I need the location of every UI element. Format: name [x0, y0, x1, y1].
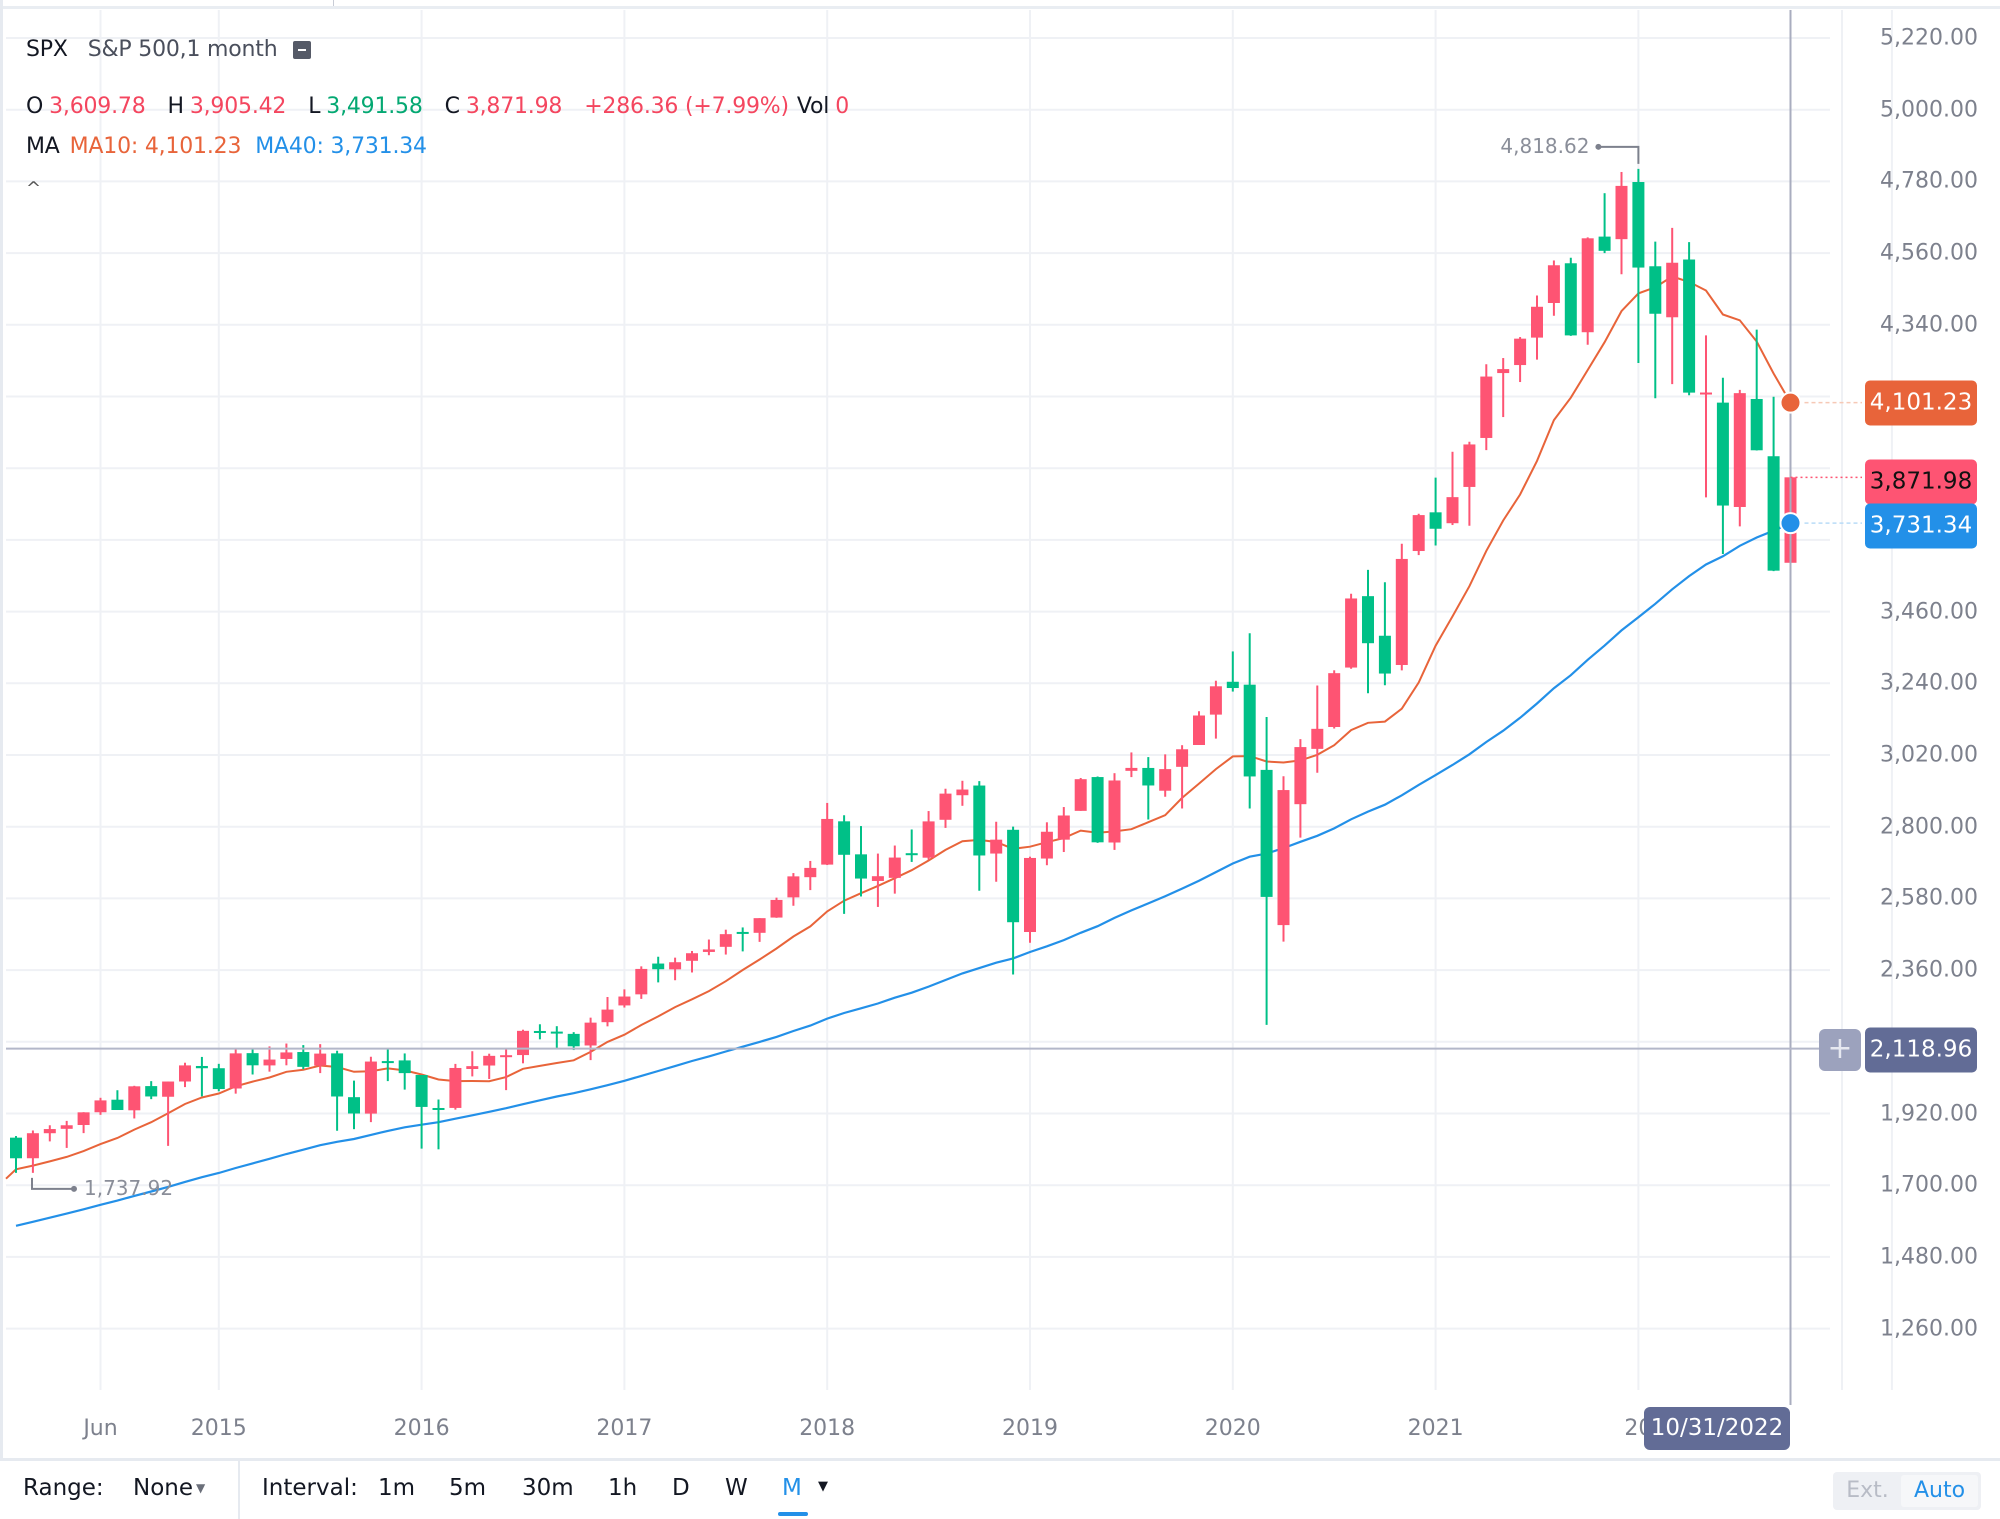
symbol-ticker: SPX: [26, 37, 68, 62]
open-label: O: [26, 94, 44, 119]
interval-w[interactable]: W: [725, 1475, 748, 1501]
price-axis-label: 5,000.00: [1880, 97, 1978, 123]
time-axis-label: 2016: [393, 1416, 450, 1441]
price-axis-label: 2,360.00: [1880, 957, 1978, 983]
range-dropdown[interactable]: None ▼: [133, 1475, 205, 1501]
price-axis-label: 5,220.00: [1880, 25, 1978, 51]
symbol-description: S&P 500,1 month: [87, 37, 278, 62]
high-label: H: [167, 94, 185, 119]
high-value: 3,905.42: [189, 94, 287, 119]
price-axis-label: 1,260.00: [1880, 1316, 1978, 1342]
volume-value: 0: [835, 94, 850, 119]
price-axis-label: 3,020.00: [1880, 742, 1978, 768]
ohlc-row: O 3,609.78 H 3,905.42 L 3,491.58 C 3,871…: [26, 87, 871, 127]
price-axis-label: 4,340.00: [1880, 312, 1978, 338]
range-label: Range:: [23, 1475, 104, 1501]
time-axis-label: 2018: [799, 1416, 856, 1441]
time-axis-label: 2021: [1407, 1416, 1464, 1441]
crosshair-price-tag: 2,118.96: [1865, 1027, 1977, 1073]
price-axis-label: 1,920.00: [1880, 1101, 1978, 1126]
ma40-price-tag: 3,731.34: [1865, 503, 1977, 549]
time-axis-label: 2017: [596, 1416, 653, 1441]
ma40-value: MA40: 3,731.34: [255, 134, 427, 159]
auto-toggle-button[interactable]: Auto: [1901, 1475, 1978, 1507]
interval-5m[interactable]: 5m: [449, 1475, 487, 1501]
price-chart-canvas[interactable]: [0, 0, 2000, 1460]
time-axis-label: Jun: [83, 1416, 118, 1441]
range-value: None: [133, 1475, 194, 1501]
close-value: 3,871.98: [465, 94, 563, 119]
price-axis-label: 1,480.00: [1880, 1244, 1978, 1270]
top-border: [0, 0, 2000, 9]
add-alert-plus-button[interactable]: +: [1819, 1029, 1861, 1071]
time-axis-label: 2015: [190, 1416, 247, 1441]
toolbar-divider: [238, 1461, 240, 1519]
ma10-price-tag: 4,101.23: [1865, 380, 1977, 426]
scale-toggle: Ext. Auto: [1833, 1472, 1981, 1510]
change-value: +286.36 (+7.99%): [584, 94, 789, 119]
time-axis-label: 2020: [1204, 1416, 1261, 1441]
price-axis-label: 4,780.00: [1880, 168, 1978, 194]
symbol-menu-icon[interactable]: [293, 41, 312, 59]
interval-label: Interval:: [262, 1475, 358, 1501]
low-label: L: [308, 94, 321, 119]
open-value: 3,609.78: [49, 94, 146, 119]
more-intervals-chevron-icon[interactable]: ▼: [818, 1479, 828, 1494]
ma-row: MA MA10: 4,101.23 MA40: 3,731.34: [26, 127, 871, 167]
time-axis-label: 2019: [1002, 1416, 1058, 1441]
price-axis-label: 2,800.00: [1880, 814, 1978, 840]
low-value: 3,491.58: [326, 94, 423, 119]
ma40-line: [15, 522, 1791, 1227]
ma-label: MA: [26, 134, 60, 159]
price-axis-label: 1,700.00: [1880, 1172, 1978, 1198]
bottom-toolbar: Range: None ▼ Interval: 1m 5m 30m 1h D W …: [0, 1458, 2000, 1519]
volume-label: Vol: [796, 94, 830, 119]
interval-1m[interactable]: 1m: [378, 1475, 416, 1501]
crosshair-date-tag: 10/31/2022: [1644, 1407, 1790, 1450]
price-axis-label: 2,580.00: [1880, 885, 1978, 911]
interval-30m[interactable]: 30m: [522, 1475, 574, 1501]
close-label: C: [444, 94, 460, 119]
interval-1h[interactable]: 1h: [608, 1475, 638, 1501]
candlesticks: [10, 168, 1797, 1173]
grid-lines: [6, 10, 1893, 1390]
active-interval-indicator: [778, 1512, 808, 1516]
max-price-annotation: 4,818.62: [1500, 133, 1590, 158]
chevron-down-icon: ▼: [196, 1481, 206, 1495]
min-price-annotation: 1,737.92: [84, 1175, 174, 1200]
collapse-legend-icon[interactable]: ^: [26, 178, 42, 199]
last-price-tag: 3,871.98: [1865, 459, 1977, 505]
ma10-line: [5, 275, 1792, 1180]
interval-m[interactable]: M: [782, 1475, 802, 1501]
ma10-value: MA10: 4,101.23: [69, 134, 242, 159]
chart-legend: SPX S&P 500,1 month O 3,609.78 H 3,905.4…: [26, 30, 871, 167]
symbol-row: SPX S&P 500,1 month: [26, 30, 871, 70]
price-axis-label: 4,560.00: [1880, 240, 1978, 266]
left-border: [0, 0, 3, 1460]
interval-d[interactable]: D: [672, 1475, 690, 1501]
ext-toggle-button[interactable]: Ext.: [1836, 1475, 1899, 1507]
price-axis-label: 3,240.00: [1880, 670, 1978, 696]
price-axis-label: 3,460.00: [1880, 599, 1978, 625]
crosshair: [6, 10, 1862, 1405]
